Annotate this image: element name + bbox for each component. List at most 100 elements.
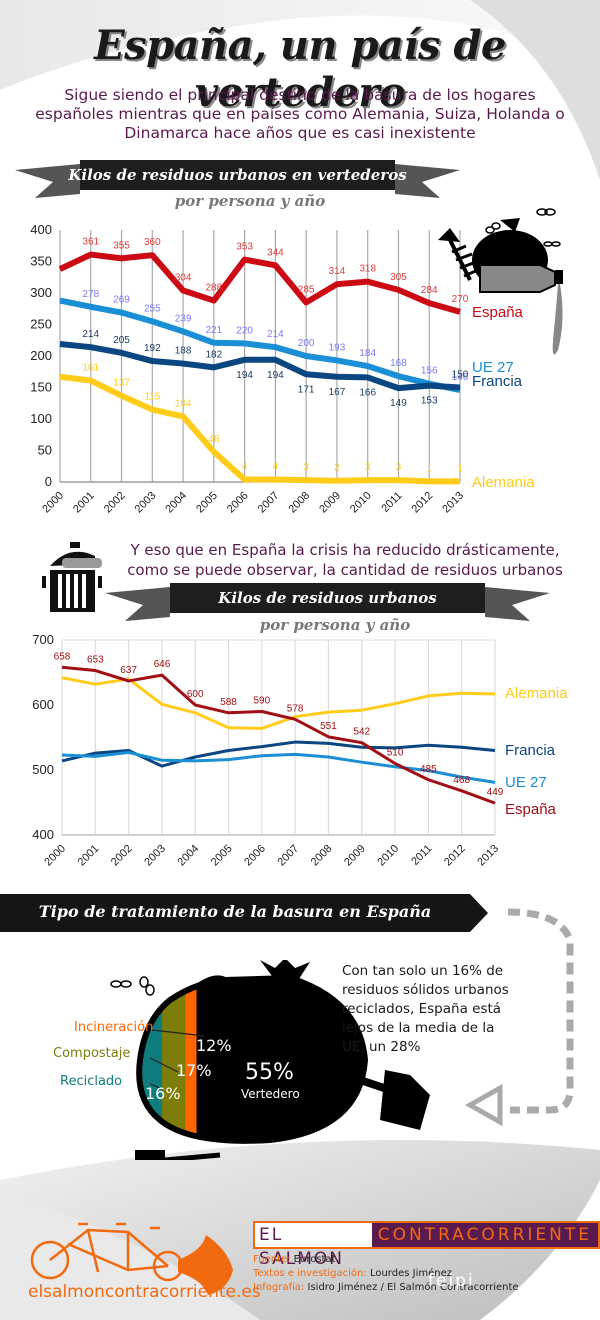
data-label: 194 bbox=[236, 370, 253, 381]
data-label: 3 bbox=[303, 462, 309, 473]
data-label: 542 bbox=[353, 727, 370, 738]
x-tick-label: 2007 bbox=[275, 843, 301, 869]
x-tick-label: 2002 bbox=[109, 843, 135, 869]
section2-intro: Y eso que en España la crisis ha reducid… bbox=[127, 541, 563, 579]
data-label: 658 bbox=[54, 651, 71, 662]
data-label: 305 bbox=[390, 272, 407, 283]
data-label: 600 bbox=[187, 689, 204, 700]
x-tick-label: 2012 bbox=[442, 843, 468, 869]
data-label: 578 bbox=[287, 703, 304, 714]
ribbon-subtitle: por persona y año bbox=[174, 192, 326, 210]
label-reciclado: Reciclado bbox=[60, 1074, 123, 1089]
value: 17 bbox=[176, 1061, 197, 1080]
credits: Fuente: Eurostat Textos e investigación:… bbox=[253, 1253, 519, 1295]
data-label: 468 bbox=[453, 775, 470, 786]
x-tick-label: 2009 bbox=[317, 490, 343, 516]
ribbon-shape bbox=[15, 160, 460, 198]
x-tick-label: 2006 bbox=[225, 490, 251, 516]
unit: % bbox=[273, 1060, 294, 1085]
data-label: 188 bbox=[175, 346, 192, 357]
data-label: 510 bbox=[387, 748, 404, 759]
x-tick-label: 2000 bbox=[40, 490, 66, 516]
ribbon-shape bbox=[0, 894, 488, 932]
legend-españa: España bbox=[472, 304, 524, 321]
data-label: 284 bbox=[421, 285, 438, 296]
ribbon-waste-chart: Kilos de residuos urbanos bbox=[105, 583, 550, 628]
y-tick-label: 500 bbox=[32, 762, 54, 777]
x-tick-label: 2005 bbox=[194, 490, 220, 516]
credit-key: Fuente: bbox=[253, 1254, 291, 1265]
trash-can-icon bbox=[42, 542, 102, 612]
x-tick-label: 2011 bbox=[379, 490, 404, 515]
ribbon-subtitle: por persona y año bbox=[259, 616, 411, 634]
data-label: 288 bbox=[206, 283, 223, 294]
spatula-icon bbox=[135, 1150, 221, 1160]
series-line-ue-27 bbox=[61, 750, 496, 784]
x-tick-label: 2013 bbox=[440, 490, 466, 516]
label-incineracion: Incineración bbox=[74, 1020, 154, 1035]
x-tick-label: 2012 bbox=[410, 490, 436, 516]
data-label: 637 bbox=[120, 665, 137, 676]
data-label: 153 bbox=[421, 396, 438, 407]
credit-line: Textos e investigación: Lourdes Jiménez bbox=[253, 1267, 519, 1281]
label-vertedero: Vertedero bbox=[241, 1087, 300, 1101]
series-line-alemania bbox=[61, 676, 496, 730]
series-line-españa bbox=[58, 251, 461, 315]
y-tick-label: 700 bbox=[32, 632, 54, 647]
legend-ue-27: UE 27 bbox=[472, 359, 514, 376]
bag-segment-incineración bbox=[185, 978, 198, 1141]
tandem-bike-salmon-logo bbox=[30, 1222, 233, 1295]
ribbon-treatment: Tipo de tratamiento de la basura en Espa… bbox=[0, 894, 490, 932]
ribbon-title: Kilos de residuos urbanos en vertederos bbox=[68, 166, 407, 184]
leader-lines bbox=[150, 1029, 206, 1089]
landfill-line-chart: 2000 2001 2002 2003 2004 2005 2006 2007 2008 2009… bbox=[30, 222, 535, 516]
x-tick-label: 2006 bbox=[242, 843, 268, 869]
legend-alemania: Alemania bbox=[472, 474, 535, 491]
x-tick-label: 2010 bbox=[375, 843, 401, 869]
data-label: 184 bbox=[359, 348, 376, 359]
data-label: 193 bbox=[329, 342, 346, 353]
dashed-arrow-icon bbox=[464, 908, 574, 1127]
x-tick-label: 2002 bbox=[102, 490, 128, 516]
data-label: 360 bbox=[144, 237, 161, 248]
data-label: 485 bbox=[420, 764, 437, 775]
data-label: 3 bbox=[396, 462, 402, 473]
data-label: 205 bbox=[113, 335, 130, 346]
credit-key: Infografía: bbox=[253, 1282, 305, 1293]
credit-line: Infografía: Isidro Jiménez / El Salmón C… bbox=[253, 1281, 519, 1295]
unit: % bbox=[165, 1084, 181, 1103]
page-title: España, un país de vertedero bbox=[94, 22, 506, 116]
data-label: 344 bbox=[267, 247, 284, 258]
data-label: 278 bbox=[82, 289, 99, 300]
data-label: 4 bbox=[242, 461, 248, 472]
y-tick-label: 100 bbox=[30, 411, 52, 426]
watermark: feipi bbox=[428, 1271, 475, 1291]
series-line-alemania bbox=[59, 373, 460, 485]
x-tick-label: 2001 bbox=[76, 843, 102, 869]
y-tick-label: 300 bbox=[30, 285, 52, 300]
bag-knot-icon bbox=[260, 960, 310, 985]
data-label: 355 bbox=[113, 240, 130, 251]
legend-francia: Francia bbox=[505, 742, 556, 759]
data-label: 646 bbox=[154, 659, 171, 670]
page-subtitle: Sigue siendo el principal destino de la … bbox=[35, 86, 565, 142]
site-link[interactable]: elsalmoncontracorriente.es bbox=[28, 1282, 261, 1302]
series-line-ue-27 bbox=[59, 297, 461, 393]
data-label: 653 bbox=[87, 655, 104, 666]
pct-vertedero: 55% bbox=[245, 1060, 294, 1085]
y-tick-label: 600 bbox=[32, 697, 54, 712]
y-tick-label: 250 bbox=[30, 317, 52, 332]
value: 12 bbox=[196, 1036, 217, 1055]
waste-line-chart: 2000 2001 2002 2003 2004 2005 2006 2007 2008 2009… bbox=[32, 632, 568, 869]
data-label: 221 bbox=[206, 325, 223, 336]
x-tick-label: 2003 bbox=[142, 843, 168, 869]
y-tick-label: 400 bbox=[32, 827, 54, 842]
data-label: 1 bbox=[457, 463, 463, 474]
legend-francia: Francia bbox=[472, 373, 523, 390]
data-label: 182 bbox=[206, 349, 223, 360]
fly-icon bbox=[485, 208, 561, 247]
y-tick-label: 50 bbox=[38, 443, 52, 458]
y-tick-label: 0 bbox=[45, 474, 52, 489]
data-label: 146 bbox=[452, 372, 469, 383]
x-tick-label: 2008 bbox=[309, 843, 335, 869]
